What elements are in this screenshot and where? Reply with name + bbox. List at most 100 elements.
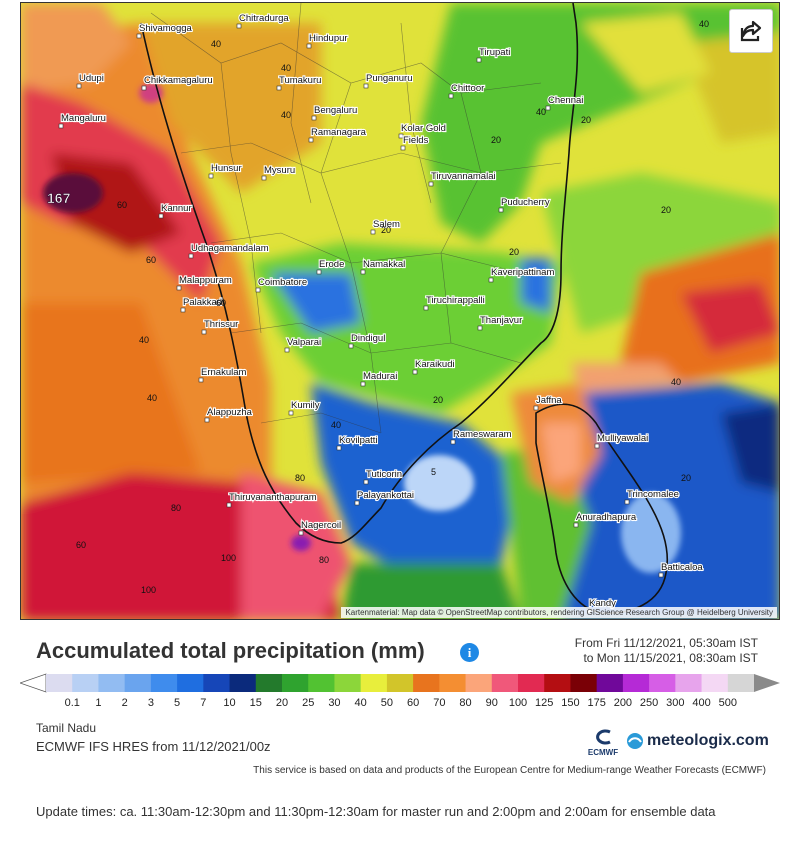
city-kovilpatti: Kovilpatti: [336, 434, 379, 451]
city-label: Tiruchirappalli: [426, 295, 485, 306]
map-title: Accumulated total precipitation (mm): [36, 638, 425, 663]
contour-label: 20: [433, 395, 443, 405]
max-value-label: 167: [47, 190, 71, 206]
legend-label: 200: [613, 697, 633, 709]
ecmwf-logo: ECMWF: [586, 729, 620, 757]
city-palakkad: Palakkad: [180, 296, 223, 313]
contour-label: 5: [431, 467, 436, 477]
city-label: Kannur: [161, 203, 192, 214]
city-label: Mulliyawalai: [597, 433, 648, 444]
legend-label: 60: [406, 697, 420, 709]
city-fields: Fields: [400, 134, 430, 151]
contour-label: 40: [699, 19, 709, 29]
legend-color-scale: [20, 673, 780, 693]
meteologix-icon: [627, 733, 643, 749]
legend-label: 2: [121, 697, 128, 709]
legend-swatch: [439, 674, 467, 692]
city-thiruvananthapuram: Thiruvananthapuram: [226, 491, 318, 508]
legend-swatch: [282, 674, 309, 692]
city-thanjavur: Thanjavur: [477, 314, 523, 331]
city-kannur: Kannur: [158, 202, 193, 219]
legend-label: 70: [433, 697, 446, 709]
legend-label: 0.1: [64, 697, 80, 709]
legend-swatch: [544, 674, 571, 692]
legend-label: 250: [639, 697, 659, 709]
legend-swatch: [203, 674, 231, 692]
city-label: Erode: [319, 259, 344, 270]
city-label: Hindupur: [309, 33, 348, 44]
contour-label: 80: [171, 503, 181, 513]
city-label: Salem: [373, 219, 400, 230]
info-icon[interactable]: i: [460, 643, 479, 662]
contour-label: 20: [381, 225, 391, 235]
city-mulliyawalai: Mulliyawalai: [594, 432, 649, 449]
city-anuradhapura: Anuradhapura: [573, 511, 638, 528]
update-times: Update times: ca. 11:30am-12:30pm and 11…: [36, 804, 716, 819]
city-label: Punganuru: [366, 73, 412, 84]
city-punganuru: Punganuru: [363, 72, 414, 89]
legend-label: 175: [587, 697, 606, 709]
contour-label: 40: [536, 107, 546, 117]
legend-label: 300: [666, 697, 685, 709]
city-label: Alappuzha: [207, 407, 253, 418]
city-chikkamagaluru: Chikkamagaluru: [141, 74, 214, 91]
city-label: Fields: [403, 135, 429, 146]
legend-min-arrow: [20, 673, 47, 693]
city-tiruvannamalai: Tiruvannamalai: [428, 170, 497, 187]
city-udhagamandalam: Udhagamandalam: [188, 242, 270, 259]
legend-swatch: [255, 674, 283, 692]
legend-label: 80: [459, 697, 472, 709]
city-kolar-gold: Kolar Gold: [398, 122, 447, 139]
legend-label: 5: [174, 697, 181, 709]
legend-swatch: [518, 674, 545, 692]
city-markers: Chitradurga Shivamogga Hindupur Tirupati Udu…: [58, 12, 705, 614]
share-button[interactable]: [729, 9, 773, 53]
city-label: Tiruvannamalai: [431, 171, 496, 182]
contour-label: 20: [681, 473, 691, 483]
legend-swatch: [649, 674, 676, 692]
meteologix-logo[interactable]: meteologix.com: [626, 732, 769, 750]
legend-label: 3: [147, 697, 154, 709]
city-rameswaram: Rameswaram: [450, 428, 513, 445]
city-label: Chikkamagaluru: [144, 75, 213, 86]
city-label: Thanjavur: [480, 315, 522, 326]
precipitation-map[interactable]: Chitradurga Shivamogga Hindupur Tirupati Udu…: [20, 2, 780, 620]
contour-label: 20: [509, 247, 519, 257]
city-coimbatore: Coimbatore: [255, 276, 308, 293]
city-label: Thiruvananthapuram: [229, 492, 317, 503]
contour-label: 40: [147, 393, 157, 403]
contour-label: 40: [281, 63, 291, 73]
city-label: Batticaloa: [661, 562, 703, 573]
city-valparai: Valparai: [284, 336, 322, 353]
city-label: Hunsur: [211, 163, 242, 174]
legend-label: 500: [718, 697, 737, 709]
brand-name: meteologix.com: [647, 732, 769, 749]
legend-label: 40: [354, 697, 367, 709]
forecast-period: From Fri 11/12/2021, 05:30am IST to Mon …: [575, 636, 758, 666]
city-label: Mysuru: [264, 165, 295, 176]
legend-swatch: [46, 674, 73, 692]
legend-labels: 0.1 1 2 3 5 7 10 15 20 25 30 40 50 60 70 80 90 100 125 150 1…: [20, 697, 780, 713]
city-label: Tirupati: [479, 47, 510, 58]
region-name: Tamil Nadu: [36, 721, 97, 735]
city-label: Udupi: [79, 73, 104, 84]
legend-swatch: [596, 674, 624, 692]
legend-swatch: [72, 674, 99, 692]
legend-swatch: [229, 674, 257, 692]
city-label: Palayankottai: [357, 490, 414, 501]
service-note: This service is based on data and produc…: [253, 765, 766, 776]
legend-swatch: [150, 674, 178, 692]
city-label: Chennai: [548, 95, 583, 106]
city-erode: Erode: [316, 258, 345, 275]
city-trincomalee: Trincomalee: [624, 488, 680, 505]
contour-label: 20: [661, 205, 671, 215]
legend-swatch: [386, 674, 414, 692]
city-tirupati: Tirupati: [476, 46, 511, 63]
city-label: Nagercoil: [301, 520, 341, 531]
legend-swatch: [701, 674, 729, 692]
city-label: Valparai: [287, 337, 321, 348]
legend-swatch: [675, 674, 703, 692]
city-jaffna: Jaffna: [533, 394, 564, 411]
city-nagercoil: Nagercoil: [298, 519, 342, 536]
contour-label: 60: [117, 200, 127, 210]
